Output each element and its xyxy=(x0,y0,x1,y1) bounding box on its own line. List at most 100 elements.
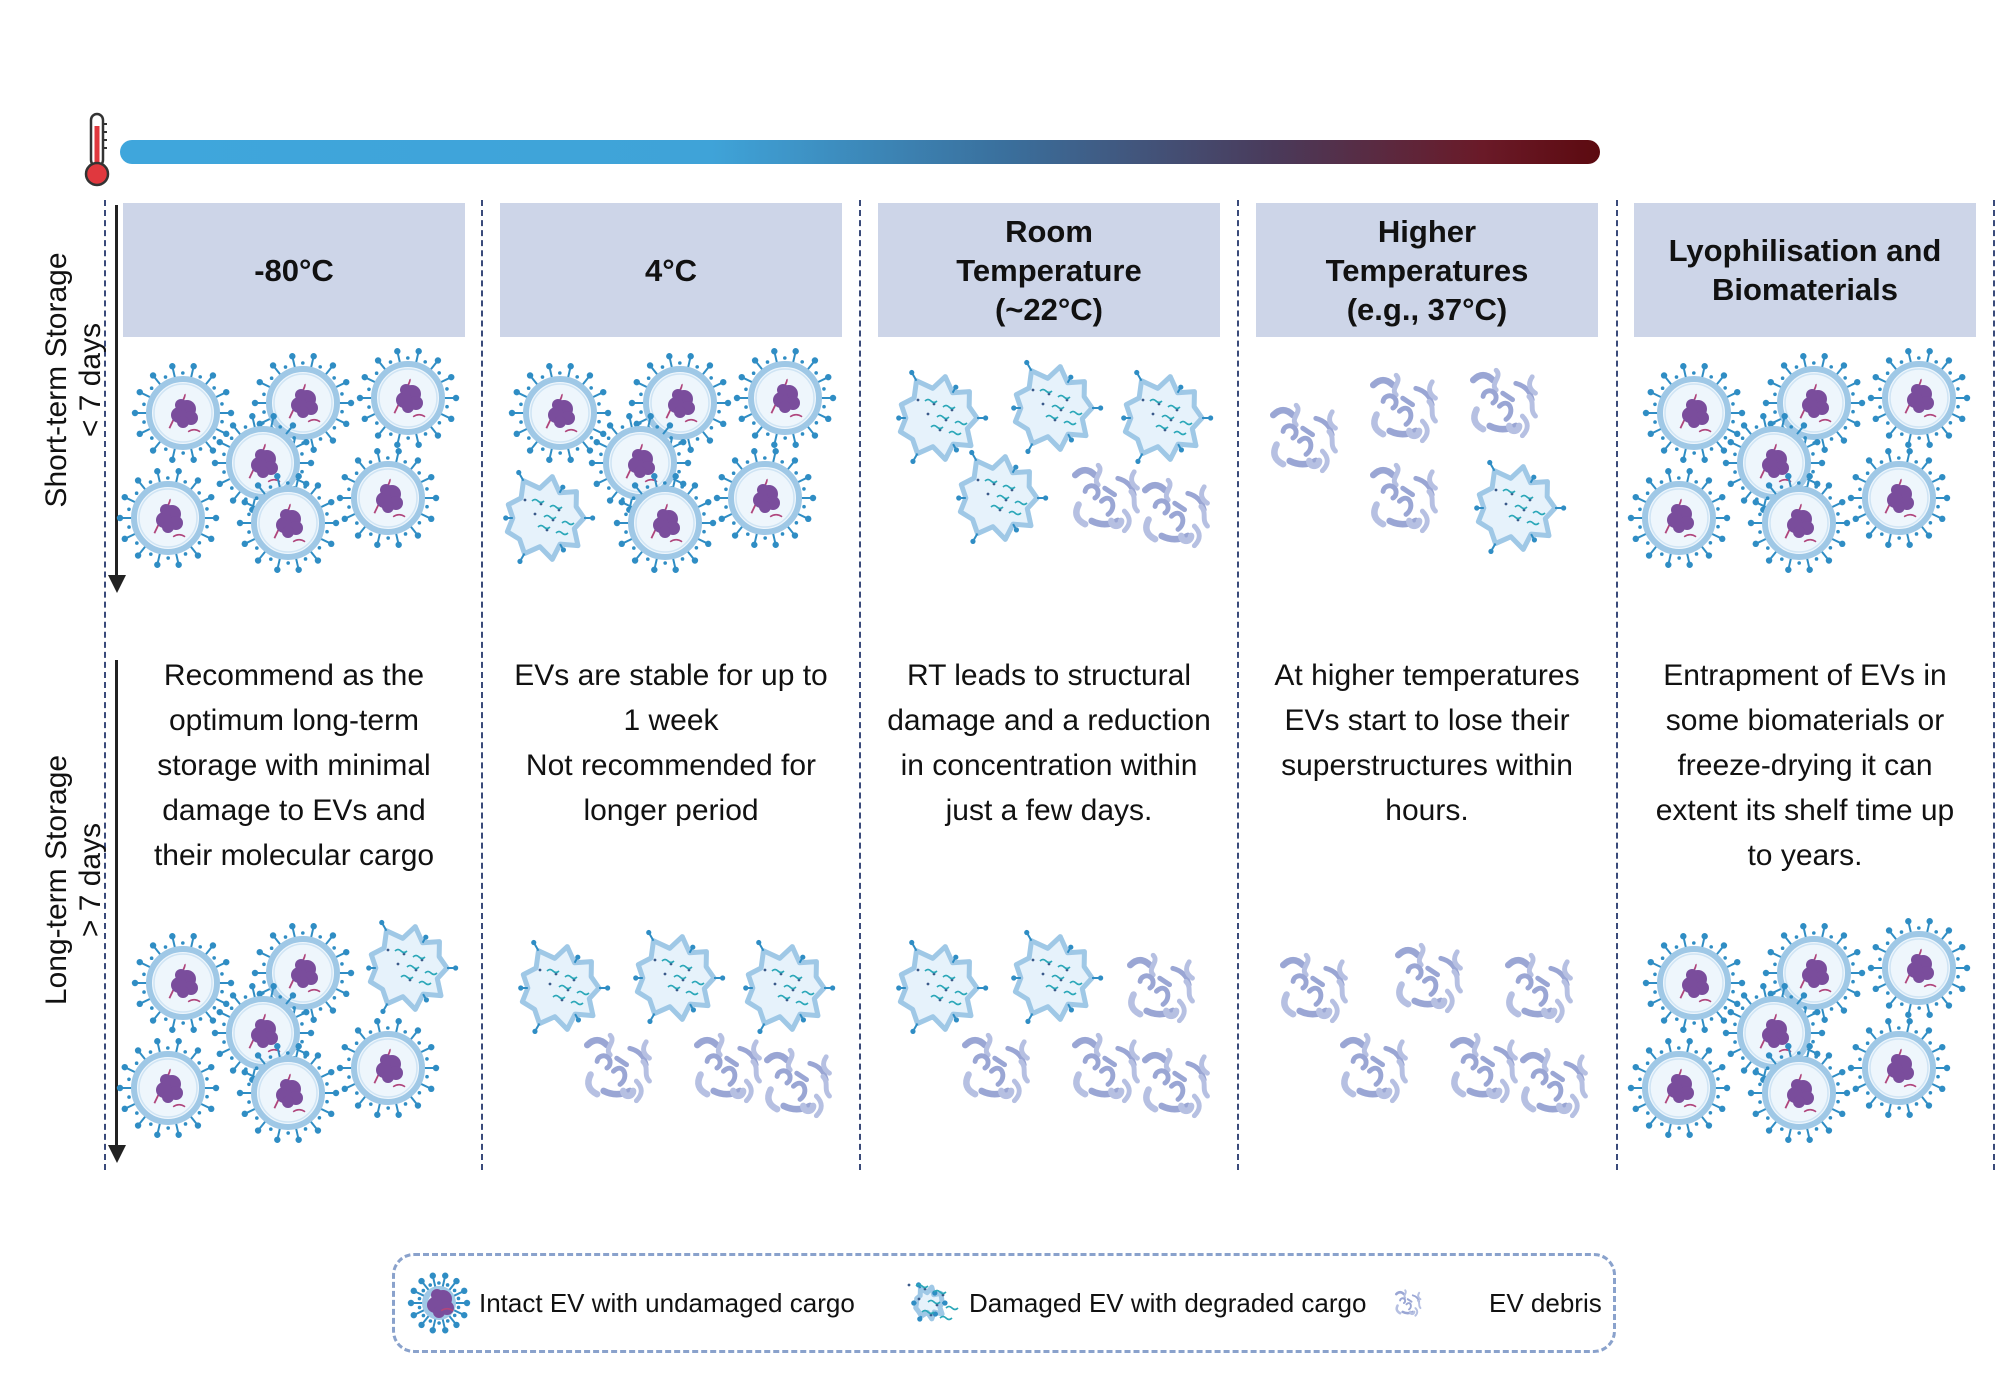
legend-item-intact: Intact EV with undamaged cargo xyxy=(407,1256,855,1350)
short-term-axis: Short-term Storage < 7 days xyxy=(40,205,126,600)
ev-cluster-short-term xyxy=(896,359,1214,549)
intact-ev-glyph xyxy=(251,353,355,453)
intact-ev-glyph xyxy=(116,468,220,568)
column-title: 4°C xyxy=(644,252,698,288)
short-term-days: < 7 days xyxy=(74,322,107,438)
intact-ev-glyph xyxy=(1747,473,1851,573)
intact-ev-glyph xyxy=(336,448,440,548)
temperature-gradient-bar xyxy=(120,140,1600,164)
debris-ev-glyph xyxy=(1072,1032,1140,1104)
column-divider xyxy=(1993,200,1995,1170)
debris-ev-glyph xyxy=(1127,952,1195,1024)
column-divider xyxy=(859,200,861,1170)
intact-ev-glyph xyxy=(713,448,817,548)
column-header: -80°C xyxy=(123,203,465,337)
intact-ev-glyph xyxy=(613,473,717,573)
intact-ev-glyph xyxy=(407,1272,471,1334)
column-divider xyxy=(1616,200,1618,1170)
debris-ev-glyph xyxy=(1340,1032,1408,1104)
legend-label: Intact EV with undamaged cargo xyxy=(479,1287,855,1318)
column-higher-temperatures: Higher Temperatures (e.g., 37°C) At high… xyxy=(1256,203,1598,1163)
intact-ev-glyph xyxy=(1642,363,1746,463)
long-term-arrow xyxy=(115,660,118,1145)
intact-ev-glyph xyxy=(733,348,837,448)
debris-ev-glyph xyxy=(694,1032,762,1104)
intact-ev-icon xyxy=(407,1272,471,1334)
debris-ev-glyph xyxy=(764,1047,832,1119)
ev-cluster-long-term xyxy=(896,929,1210,1119)
intact-ev-glyph xyxy=(356,348,460,448)
intact-ev-glyph xyxy=(1642,933,1746,1033)
ev-cluster-long-term xyxy=(116,919,459,1143)
damaged-ev-glyph xyxy=(366,919,459,1014)
debris-ev-glyph xyxy=(1520,1047,1588,1119)
arrow-down-icon xyxy=(108,575,126,593)
column-title: Room Temperature (~22°C) xyxy=(956,213,1142,327)
intact-ev-glyph xyxy=(628,353,732,453)
damaged-ev-glyph xyxy=(1011,929,1104,1024)
intact-ev-glyph xyxy=(1722,413,1826,513)
debris-ev-glyph xyxy=(1270,402,1338,474)
column-lyophilisation: Lyophilisation and Biomaterials Entrapme… xyxy=(1627,203,1976,1163)
column-room-temperature: Room Temperature (~22°C) RT leads to str… xyxy=(878,203,1220,1163)
damaged-ev-glyph xyxy=(518,939,611,1034)
intact-ev-glyph xyxy=(131,363,235,463)
damaged-ev-glyph xyxy=(633,929,726,1024)
column-title: -80°C xyxy=(254,252,334,288)
legend-item-debris: EV debris xyxy=(1379,1256,1602,1350)
ev-debris-icon xyxy=(1395,1289,1422,1317)
ev-cluster-long-term xyxy=(1280,942,1588,1119)
ev-cluster-short-term xyxy=(116,348,460,573)
debris-ev-glyph xyxy=(1370,372,1438,444)
intact-ev-glyph xyxy=(336,1018,440,1118)
intact-ev-glyph xyxy=(1847,1018,1951,1118)
column-description: Entrapment of EVs in some biomaterials o… xyxy=(1655,659,1955,872)
debris-ev-glyph xyxy=(1142,477,1210,549)
column-description: RT leads to structural damage and a redu… xyxy=(887,659,1211,827)
intact-ev-glyph xyxy=(508,363,612,463)
column-title: Lyophilisation and Biomaterials xyxy=(1668,233,1942,307)
long-term-axis: Long-term Storage > 7 days xyxy=(40,660,126,1170)
ev-cluster-long-term xyxy=(518,929,836,1119)
ev-cluster-short-term xyxy=(503,348,837,573)
intact-ev-glyph xyxy=(1722,983,1826,1083)
column-header: 4°C xyxy=(500,203,842,337)
debris-ev-glyph xyxy=(1470,367,1538,439)
damaged-ev-glyph xyxy=(1011,359,1104,454)
legend-label: Damaged EV with degraded cargo xyxy=(969,1287,1367,1318)
column-header: Lyophilisation and Biomaterials xyxy=(1634,203,1976,337)
legend: Intact EV with undamaged cargo Damaged E… xyxy=(392,1253,1616,1353)
intact-ev-glyph xyxy=(1762,353,1866,453)
debris-ev-glyph xyxy=(1370,462,1438,534)
column-divider xyxy=(104,200,106,1170)
damaged-ev-glyph xyxy=(1121,369,1214,464)
intact-ev-glyph xyxy=(1627,468,1731,568)
long-term-days: > 7 days xyxy=(74,822,107,938)
ev-cluster-long-term xyxy=(1627,918,1971,1143)
column-description: At higher temperatures EVs start to lose… xyxy=(1274,659,1580,827)
debris-ev-glyph xyxy=(1072,462,1140,534)
debris-ev-glyph xyxy=(1450,1032,1518,1104)
intact-ev-glyph xyxy=(1627,1038,1731,1138)
thermometer-icon xyxy=(84,112,110,187)
long-term-label: Long-term Storage xyxy=(40,754,73,1006)
intact-ev-glyph xyxy=(236,1043,340,1143)
column-divider xyxy=(1237,200,1239,1170)
column-description: Recommend as the optimum long-term stora… xyxy=(153,659,435,872)
intact-ev-glyph xyxy=(1867,918,1971,1018)
debris-ev-glyph xyxy=(1142,1047,1210,1119)
ev-cluster-short-term xyxy=(1270,367,1567,554)
intact-ev-glyph xyxy=(1867,348,1971,448)
column-title: Higher Temperatures (e.g., 37°C) xyxy=(1325,213,1529,327)
column-header: Room Temperature (~22°C) xyxy=(878,203,1220,337)
intact-ev-glyph xyxy=(1847,448,1951,548)
intact-ev-glyph xyxy=(588,413,692,513)
damaged-ev-glyph xyxy=(896,939,989,1034)
debris-ev-glyph xyxy=(584,1032,652,1104)
column-description: EVs are stable for up to 1 week Not reco… xyxy=(514,659,828,827)
intact-ev-glyph xyxy=(131,933,235,1033)
ev-cluster-short-term xyxy=(1627,348,1971,573)
legend-label: EV debris xyxy=(1489,1287,1602,1318)
debris-ev-glyph xyxy=(1505,952,1573,1024)
legend-item-damaged: Damaged EV with degraded cargo xyxy=(899,1256,1366,1350)
